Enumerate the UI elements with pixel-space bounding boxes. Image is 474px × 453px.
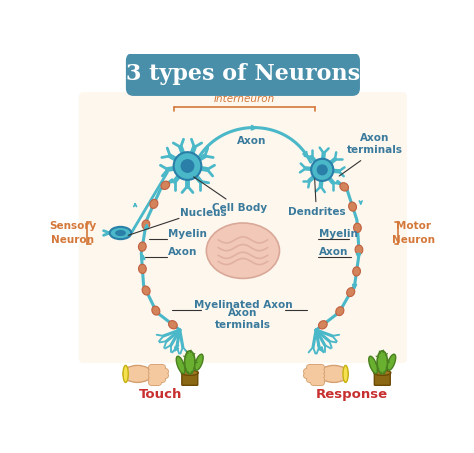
- Text: Motor
Neuron: Motor Neuron: [392, 222, 435, 245]
- Ellipse shape: [319, 321, 327, 329]
- Ellipse shape: [142, 286, 150, 295]
- Ellipse shape: [123, 366, 128, 382]
- Text: 3 types of Neurons: 3 types of Neurons: [126, 63, 360, 85]
- Ellipse shape: [369, 356, 377, 374]
- Text: Response: Response: [315, 388, 388, 401]
- Ellipse shape: [377, 351, 388, 374]
- Ellipse shape: [142, 220, 150, 229]
- Ellipse shape: [349, 202, 356, 211]
- Text: Axon
terminals: Axon terminals: [346, 133, 402, 155]
- Ellipse shape: [346, 288, 355, 297]
- Ellipse shape: [184, 351, 195, 374]
- Ellipse shape: [109, 227, 131, 239]
- Ellipse shape: [340, 183, 348, 191]
- Ellipse shape: [169, 321, 177, 329]
- Text: Dendrites: Dendrites: [288, 179, 345, 217]
- Ellipse shape: [161, 181, 170, 189]
- Text: Myelin: Myelin: [319, 229, 358, 239]
- Ellipse shape: [353, 267, 360, 276]
- FancyBboxPatch shape: [126, 53, 360, 96]
- Ellipse shape: [319, 366, 348, 382]
- Ellipse shape: [354, 223, 361, 232]
- Ellipse shape: [336, 307, 344, 316]
- Ellipse shape: [181, 370, 198, 376]
- Text: Myelinated Axon: Myelinated Axon: [193, 300, 292, 310]
- Ellipse shape: [343, 366, 348, 382]
- Ellipse shape: [374, 370, 391, 376]
- Circle shape: [181, 159, 194, 173]
- Text: Axon
terminals: Axon terminals: [215, 308, 271, 331]
- Text: Myelin: Myelin: [168, 229, 207, 239]
- Text: Sensory
Neuron: Sensory Neuron: [49, 222, 96, 245]
- Text: Axon: Axon: [168, 246, 198, 256]
- Circle shape: [311, 159, 333, 181]
- Text: Touch: Touch: [139, 388, 182, 401]
- Ellipse shape: [138, 264, 146, 274]
- Text: Interneuron: Interneuron: [214, 94, 275, 104]
- Circle shape: [173, 152, 201, 180]
- Text: Nucleus: Nucleus: [180, 208, 227, 218]
- Text: Axon: Axon: [237, 136, 266, 146]
- FancyBboxPatch shape: [182, 372, 198, 386]
- Ellipse shape: [123, 366, 152, 382]
- FancyBboxPatch shape: [79, 92, 407, 363]
- Ellipse shape: [195, 354, 203, 371]
- Ellipse shape: [115, 230, 126, 236]
- FancyBboxPatch shape: [374, 372, 390, 386]
- Ellipse shape: [150, 199, 158, 208]
- Ellipse shape: [387, 354, 396, 371]
- Ellipse shape: [206, 223, 280, 279]
- Ellipse shape: [152, 306, 160, 315]
- Ellipse shape: [176, 356, 185, 374]
- Circle shape: [317, 164, 328, 175]
- Ellipse shape: [355, 245, 363, 254]
- Text: Axon: Axon: [319, 246, 348, 256]
- Ellipse shape: [138, 242, 146, 251]
- Text: Cell Body: Cell Body: [193, 177, 267, 213]
